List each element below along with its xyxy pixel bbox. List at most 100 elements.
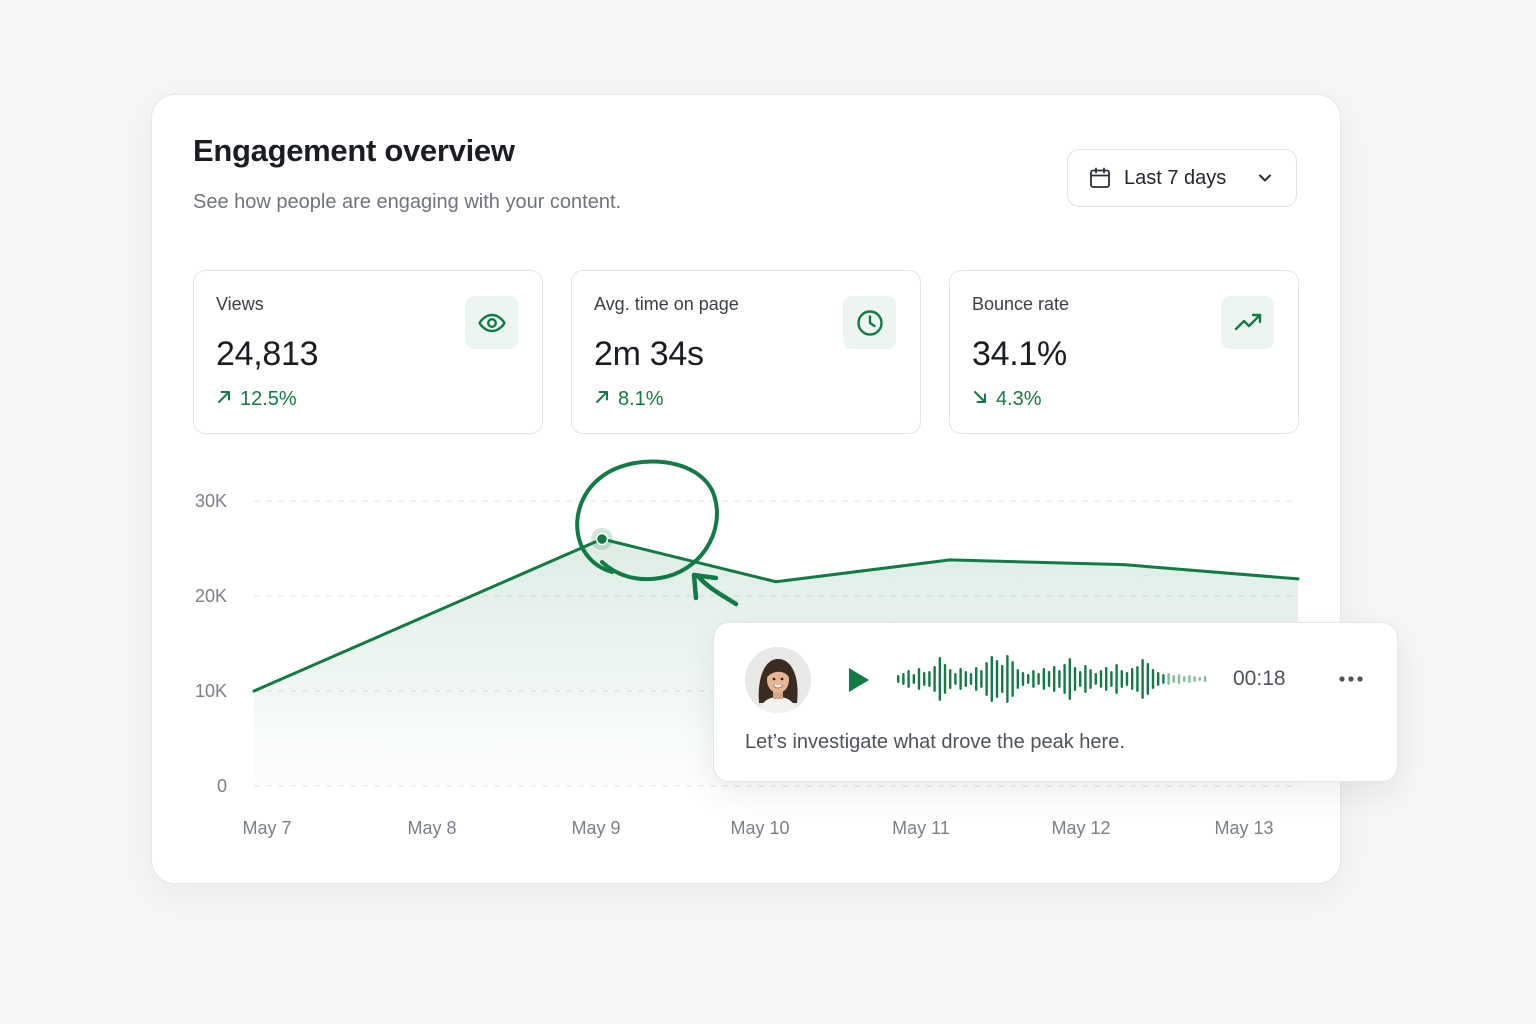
waveform-bar bbox=[897, 675, 900, 683]
avatar bbox=[745, 647, 811, 713]
waveform-bar bbox=[1011, 661, 1014, 697]
data-point bbox=[773, 579, 779, 585]
waveform-bar bbox=[1068, 658, 1071, 700]
y-tick-label: 20K bbox=[195, 586, 227, 606]
waveform-bar bbox=[1063, 664, 1066, 694]
y-tick-label: 10K bbox=[195, 681, 227, 701]
more-options-button[interactable] bbox=[1334, 666, 1370, 692]
x-tick-label: May 10 bbox=[730, 818, 789, 838]
data-point bbox=[1295, 576, 1301, 582]
peak-point[interactable] bbox=[595, 532, 609, 546]
peak-annotation bbox=[575, 459, 739, 607]
stat-label: Bounce rate bbox=[972, 294, 1070, 314]
waveform-bar bbox=[1053, 666, 1056, 692]
waveform-bar bbox=[995, 660, 999, 698]
waveform-bar bbox=[938, 657, 941, 701]
clock-icon bbox=[843, 296, 896, 349]
waveform-bar bbox=[1120, 670, 1123, 688]
waveform-bar bbox=[1141, 659, 1144, 699]
date-range-dropdown[interactable]: Last 7 days bbox=[1067, 149, 1297, 207]
arrow-down-right-icon bbox=[972, 388, 988, 411]
stat-change: 4.3% bbox=[972, 388, 1042, 411]
stat-card-avg-time: Avg. time on page 2m 34s 8.1% bbox=[571, 270, 921, 434]
waveform-bar bbox=[928, 671, 931, 687]
waveform-bar bbox=[980, 670, 983, 688]
waveform-bar bbox=[975, 667, 978, 691]
stat-change-value: 4.3% bbox=[996, 388, 1042, 410]
stat-change: 8.1% bbox=[594, 388, 664, 411]
x-tick-label: May 8 bbox=[407, 818, 456, 838]
x-tick-label: May 12 bbox=[1051, 818, 1110, 838]
waveform-bar bbox=[1183, 676, 1186, 682]
stat-change: 12.5% bbox=[216, 388, 297, 411]
calendar-icon bbox=[1088, 166, 1112, 190]
waveform-bar bbox=[1089, 669, 1092, 689]
hand-drawn-arrow bbox=[695, 573, 739, 607]
waveform-bar bbox=[1021, 672, 1025, 686]
arrow-up-right-icon bbox=[594, 388, 610, 411]
waveform-bar bbox=[907, 670, 910, 688]
play-button[interactable] bbox=[842, 663, 876, 697]
waveform-bar bbox=[1157, 672, 1160, 686]
waveform-bar bbox=[1016, 669, 1019, 689]
waveform-bar bbox=[969, 673, 973, 685]
waveform-bar bbox=[1042, 668, 1045, 690]
waveform-bar bbox=[1131, 668, 1134, 690]
y-tick-label: 30K bbox=[195, 491, 227, 511]
x-tick-label: May 9 bbox=[571, 818, 620, 838]
waveform-bar bbox=[1079, 671, 1082, 687]
series-line bbox=[252, 537, 1300, 693]
audio-duration: 00:18 bbox=[1233, 667, 1286, 690]
waveform-bar bbox=[1105, 667, 1108, 691]
waveform-bar bbox=[933, 666, 936, 692]
waveform-bar bbox=[964, 671, 967, 687]
stat-value: 34.1% bbox=[972, 335, 1067, 373]
waveform-bar bbox=[917, 668, 921, 690]
voice-note-card: 00:18 Let’s investigate what drove the p… bbox=[713, 622, 1398, 782]
page-title: Engagement overview bbox=[193, 133, 515, 168]
waveform-bar bbox=[1162, 674, 1165, 684]
stat-change-value: 8.1% bbox=[618, 388, 664, 410]
waveform-bar bbox=[943, 664, 947, 694]
x-tick-label: May 13 bbox=[1214, 818, 1273, 838]
arrow-up-right-icon bbox=[216, 388, 232, 411]
data-point bbox=[251, 688, 257, 694]
waveform-bar bbox=[1146, 663, 1149, 695]
waveform-bar bbox=[1099, 670, 1103, 688]
waveform-bar bbox=[1094, 673, 1097, 685]
waveform-bar bbox=[990, 656, 993, 702]
trending-up-icon bbox=[1221, 296, 1274, 349]
waveform-bar bbox=[1037, 673, 1040, 685]
chevron-down-icon bbox=[1256, 169, 1274, 187]
waveform-bar bbox=[949, 669, 952, 689]
audio-waveform[interactable] bbox=[894, 649, 1224, 709]
waveform-bar bbox=[1032, 670, 1035, 688]
y-tick-label: 0 bbox=[217, 776, 227, 796]
stat-label: Avg. time on page bbox=[594, 294, 739, 314]
data-point bbox=[1121, 562, 1127, 568]
stat-change-value: 12.5% bbox=[240, 388, 297, 410]
waveform-bar bbox=[1198, 677, 1201, 681]
x-tick-label: May 11 bbox=[892, 818, 950, 838]
data-point bbox=[947, 557, 953, 563]
waveform-bar bbox=[923, 672, 926, 686]
waveform-bar bbox=[1125, 672, 1129, 686]
eye-icon bbox=[465, 296, 518, 349]
hand-drawn-arrowhead bbox=[691, 572, 719, 601]
stat-value: 2m 34s bbox=[594, 335, 704, 373]
waveform-bar bbox=[1177, 674, 1181, 684]
data-point bbox=[425, 612, 431, 618]
stat-label: Views bbox=[216, 294, 264, 314]
hand-drawn-circle bbox=[575, 459, 719, 582]
x-tick-label: May 7 bbox=[242, 818, 291, 838]
waveform-bar bbox=[902, 673, 905, 685]
waveform-bar bbox=[1193, 676, 1196, 682]
waveform-bar bbox=[1151, 669, 1155, 689]
page-subtitle: See how people are engaging with your co… bbox=[193, 191, 622, 213]
waveform-bar bbox=[1167, 673, 1170, 685]
date-range-label: Last 7 days bbox=[1124, 166, 1227, 189]
waveform-bar bbox=[1006, 655, 1009, 703]
more-horizontal-icon bbox=[1334, 676, 1370, 696]
waveform-bar bbox=[959, 668, 962, 690]
